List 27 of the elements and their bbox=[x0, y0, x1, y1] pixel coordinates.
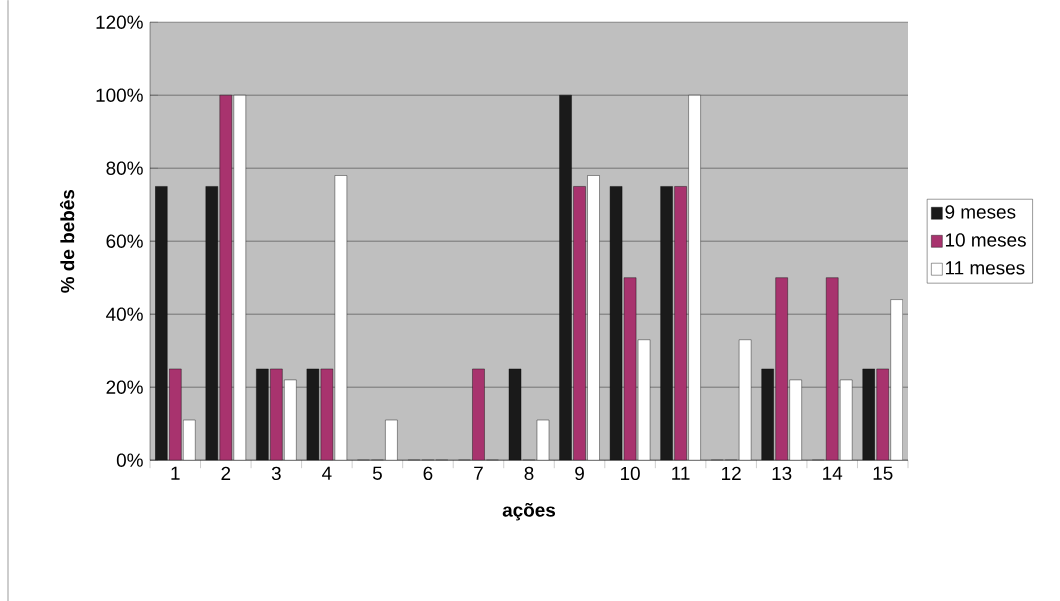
x-tick-label: 14 bbox=[823, 466, 843, 480]
legend-label: 10 meses bbox=[945, 233, 1026, 247]
y-tick-label: 60% bbox=[106, 234, 143, 248]
x-tick-label: 9 bbox=[575, 466, 584, 480]
x-tick-label: 1 bbox=[171, 466, 180, 480]
y-tick-label: 80% bbox=[106, 161, 143, 175]
x-tick-label: 3 bbox=[271, 466, 281, 480]
legend-label: 11 meses bbox=[945, 261, 1025, 275]
x-tick-label: 15 bbox=[873, 466, 893, 480]
legend-label: 9 meses bbox=[945, 205, 1016, 219]
x-tick-label: 5 bbox=[372, 466, 382, 480]
y-tick-label: 40% bbox=[106, 307, 143, 321]
y-tick-label: 0% bbox=[116, 453, 143, 467]
x-tick-label: 11 bbox=[672, 466, 690, 480]
x-axis-title: ações bbox=[502, 502, 556, 521]
x-tick-label: 13 bbox=[772, 466, 792, 480]
x-tick-label: 7 bbox=[474, 466, 483, 480]
y-tick-label: 120% bbox=[96, 15, 143, 29]
y-axis-title: % de bebês bbox=[59, 189, 75, 293]
y-tick-label: 100% bbox=[96, 88, 143, 102]
x-tick-label: 8 bbox=[524, 466, 534, 480]
x-tick-label: 2 bbox=[221, 466, 231, 480]
x-tick-label: 10 bbox=[620, 466, 640, 480]
x-tick-label: 6 bbox=[423, 466, 433, 480]
y-tick-label: 20% bbox=[106, 380, 143, 394]
x-tick-label: 4 bbox=[322, 466, 332, 480]
x-tick-label: 12 bbox=[722, 466, 741, 480]
